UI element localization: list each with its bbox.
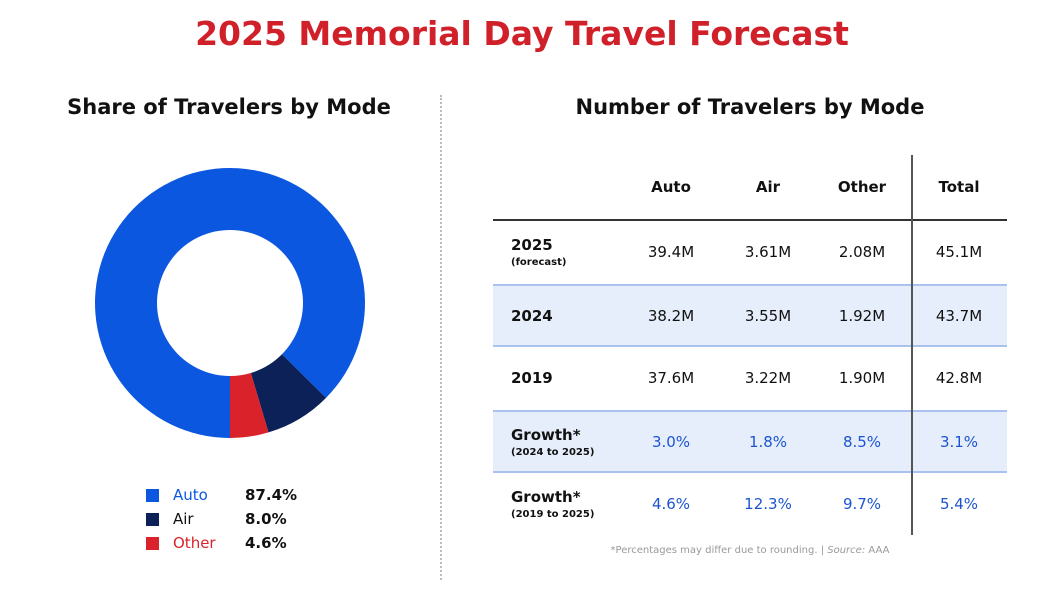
table-cell: 12.3% bbox=[744, 495, 792, 513]
table-row: 2024 38.2M 3.55M 1.92M 43.7M bbox=[493, 284, 1007, 347]
table-row: 2025 (forecast) 39.4M 3.61M 2.08M 45.1M bbox=[493, 221, 1007, 284]
table-cell: 43.7M bbox=[935, 306, 983, 325]
donut-slice-auto bbox=[95, 167, 366, 438]
table-cell: 42.8M bbox=[935, 369, 983, 387]
column-header: Auto bbox=[651, 178, 691, 196]
donut-slice-air bbox=[250, 354, 327, 433]
table-cell: 3.61M bbox=[744, 243, 792, 261]
legend-label: Auto bbox=[173, 486, 208, 504]
legend-item-air: Air 8.0% bbox=[146, 507, 297, 531]
table-cell: 5.4% bbox=[939, 495, 979, 513]
table-row: Growth* (2024 to 2025) 3.0% 1.8% 8.5% 3.1% bbox=[493, 410, 1007, 473]
column-header: Other bbox=[837, 178, 887, 196]
row-label: 2019 bbox=[511, 369, 553, 387]
donut-title: Share of Travelers by Mode bbox=[67, 95, 391, 119]
table-cell: 9.7% bbox=[842, 495, 882, 513]
column-header: Air bbox=[755, 178, 781, 196]
legend: Auto 87.4% Air 8.0% Other 4.6% bbox=[146, 483, 297, 555]
table-cell: 38.2M bbox=[647, 306, 695, 325]
legend-label: Air bbox=[173, 510, 194, 528]
row-label: Growth* (2024 to 2025) bbox=[511, 425, 595, 458]
total-column-divider bbox=[911, 155, 913, 535]
footnote: *Percentages may differ due to rounding.… bbox=[610, 545, 890, 556]
table-cell: 4.6% bbox=[651, 495, 691, 513]
page-title: 2025 Memorial Day Travel Forecast bbox=[195, 14, 849, 53]
table-cell: 1.90M bbox=[838, 369, 886, 387]
table-title: Number of Travelers by Mode bbox=[575, 95, 925, 119]
legend-item-other: Other 4.6% bbox=[146, 531, 297, 555]
table-cell: 2.08M bbox=[838, 243, 886, 261]
table-cell: 8.5% bbox=[842, 432, 882, 451]
table-row: Growth* (2019 to 2025) 4.6% 12.3% 9.7% 5.4% bbox=[493, 473, 1007, 536]
legend-value: 8.0% bbox=[245, 510, 287, 528]
row-label: 2025 (forecast) bbox=[511, 236, 567, 268]
travelers-table: Auto Air Other Total 2025 (forecast) 39.4M 3.6… bbox=[493, 155, 1007, 536]
legend-swatch bbox=[146, 512, 159, 526]
table-cell: 1.8% bbox=[748, 432, 788, 451]
column-header: Total bbox=[938, 178, 980, 196]
legend-value: 4.6% bbox=[245, 534, 287, 552]
table-cell: 39.4M bbox=[647, 243, 695, 261]
row-label: 2024 bbox=[511, 306, 553, 325]
table-header: Auto Air Other Total bbox=[493, 155, 1007, 221]
legend-label: Other bbox=[173, 534, 216, 552]
divider bbox=[440, 95, 442, 580]
legend-swatch bbox=[146, 488, 159, 502]
table-cell: 37.6M bbox=[647, 369, 695, 387]
legend-item-auto: Auto 87.4% bbox=[146, 483, 297, 507]
table-cell: 45.1M bbox=[935, 243, 983, 261]
table-cell: 3.0% bbox=[651, 432, 691, 451]
donut-chart bbox=[95, 167, 366, 438]
donut-slice-other bbox=[230, 372, 269, 438]
row-label: Growth* (2019 to 2025) bbox=[511, 488, 595, 520]
table-cell: 3.55M bbox=[744, 306, 792, 325]
table-cell: 3.1% bbox=[939, 432, 979, 451]
table-row: 2019 37.6M 3.22M 1.90M 42.8M bbox=[493, 347, 1007, 410]
legend-value: 87.4% bbox=[245, 486, 298, 504]
table-cell: 1.92M bbox=[838, 306, 886, 325]
table-cell: 3.22M bbox=[744, 369, 792, 387]
legend-swatch bbox=[146, 536, 159, 550]
